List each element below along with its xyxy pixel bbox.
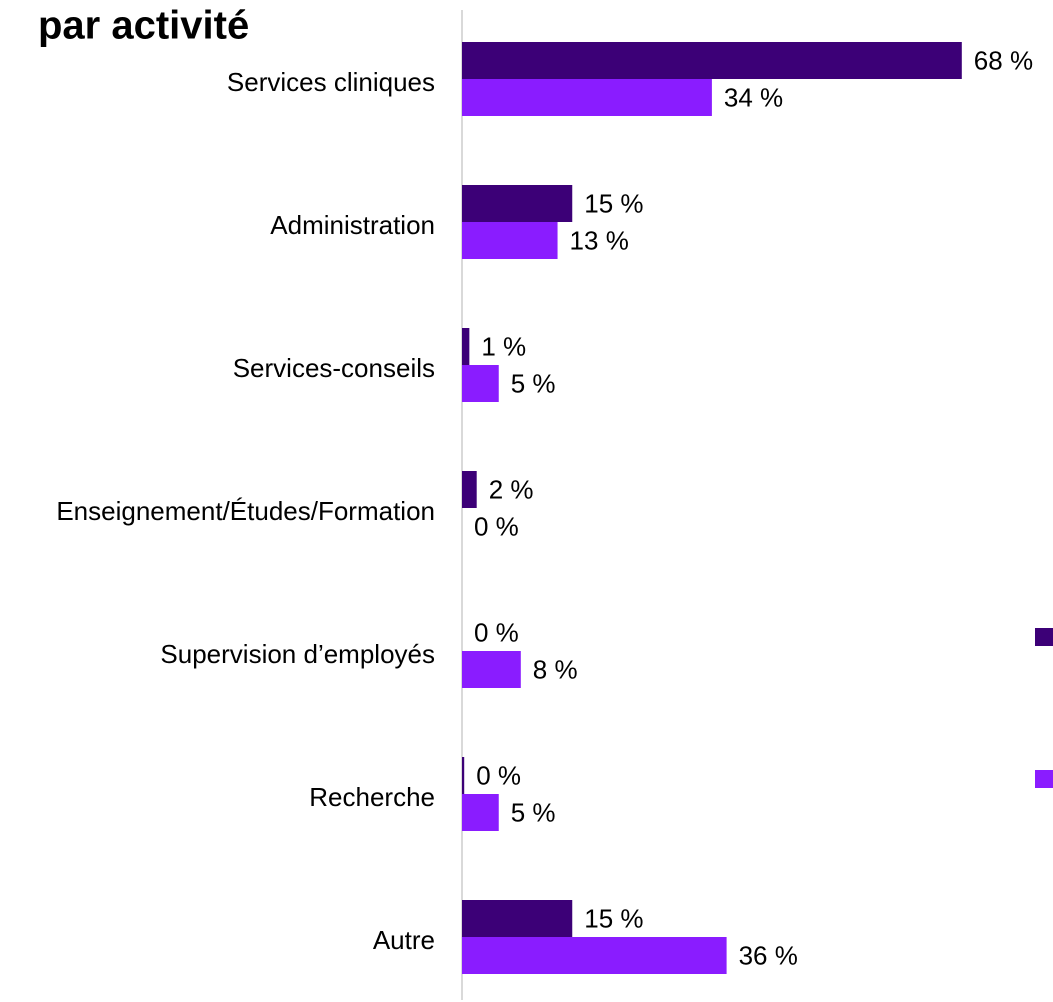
bar [462,651,521,688]
value-label: 68 % [974,45,1033,75]
value-label: 36 % [739,940,798,970]
legend-swatch [1035,628,1053,646]
category-label: Recherche [309,782,435,812]
legend-swatch [1035,770,1053,788]
value-label: 5 % [511,368,556,398]
value-label: 5 % [511,797,556,827]
bar [462,471,477,508]
value-label: 15 % [584,188,643,218]
category-label: Supervision d’employés [160,639,435,669]
value-label: 0 % [474,617,519,647]
bar [462,79,712,116]
category-label: Autre [372,925,435,955]
value-label: 0 % [474,511,519,541]
value-label: 8 % [533,654,578,684]
bar [462,794,499,831]
bar [462,900,573,937]
chart-title: par activité [38,4,249,48]
bar [462,365,499,402]
bar [462,42,962,79]
value-label: 0 % [476,760,521,790]
category-label: Services cliniques [226,67,435,97]
bar [462,222,558,259]
value-label: 34 % [724,82,783,112]
value-label: 1 % [481,331,526,361]
bar [462,328,470,365]
bar [462,937,727,974]
category-label: Administration [270,210,435,240]
value-label: 2 % [489,474,534,504]
bar [462,757,465,794]
bar [462,185,573,222]
category-label: Services-conseils [232,353,435,383]
value-label: 13 % [570,225,629,255]
category-label: Enseignement/Études/Formation [56,496,435,526]
value-label: 15 % [584,903,643,933]
